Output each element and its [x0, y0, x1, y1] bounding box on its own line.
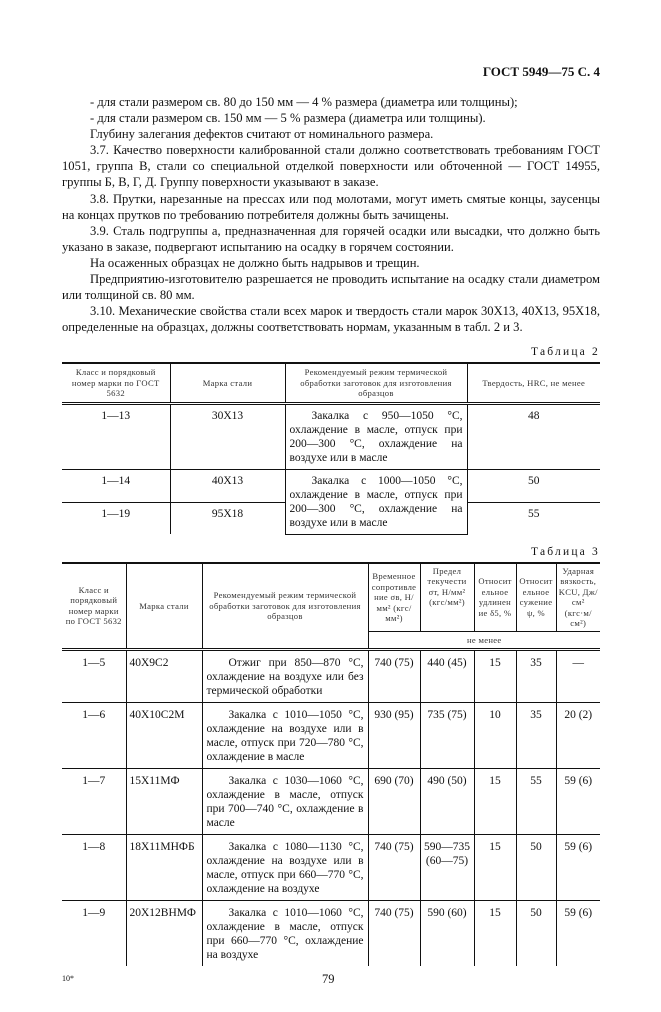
class-cell: 1—7 — [62, 767, 127, 835]
table-row: 1—13 30Х13 Закалка с 950—1050 °С, охлажд… — [62, 402, 600, 470]
table-row: 1—19 95Х18 55 — [62, 501, 600, 535]
body-text: - для стали размером св. 80 до 150 мм — … — [62, 94, 600, 335]
column-header: Марка стали — [125, 562, 203, 650]
grade-cell: 40Х9С2 — [125, 648, 203, 703]
reduction-cell: 50 — [515, 899, 557, 966]
regime-cell: Отжиг при 850—870 °С, охлаждение на возд… — [201, 648, 369, 703]
regime-cell: Закалка с 1080—1130 °С, охлаждение на во… — [201, 833, 369, 901]
paragraph: - для стали размером св. 150 мм — 5 % ра… — [90, 111, 486, 126]
paragraph: Предприятию-изготовителю разрешается не … — [62, 272, 600, 303]
table-row: 1—7 15Х11МФ Закалка с 1030—1060 °С, охла… — [62, 767, 600, 835]
grade-cell: 20Х12ВНМФ — [125, 899, 203, 966]
column-header: Относительное сужение ψ, % — [515, 562, 557, 632]
grade-cell: 95Х18 — [169, 501, 286, 535]
document-header: ГОСТ 5949—75 С. 4 — [482, 64, 600, 79]
column-header: Рекомендуемый режим термической обработк… — [284, 363, 468, 404]
column-header: Класс и порядковый номер марки по ГОСТ 5… — [62, 363, 171, 404]
paragraph: Глубину залегания дефектов считают от но… — [90, 127, 434, 142]
footer-mark: 10* — [62, 973, 74, 983]
regime-cell: Закалка с 1030—1060 °С, охлаждение в мас… — [201, 767, 369, 835]
hardness-cell: 55 — [466, 501, 600, 535]
yield-cell: 735 (75) — [419, 701, 475, 769]
elongation-cell: 15 — [473, 767, 517, 835]
impact-cell: 59 (6) — [555, 899, 600, 966]
class-cell: 1—5 — [62, 648, 127, 703]
column-header: Ударная вязкость, KCU, Дж/см² (кгс·м/см²… — [555, 562, 600, 632]
paragraph: На осаженных образцах не должно быть над… — [90, 255, 420, 270]
impact-cell: 59 (6) — [555, 767, 600, 835]
impact-cell: — — [555, 648, 600, 703]
table2-label: Таблица 2 — [531, 346, 600, 359]
column-header: Временное сопротивление σв, Н/мм² (кгс/м… — [367, 562, 421, 632]
regime-cell: Закалка с 1010—1060 °С, охлаждение в мас… — [201, 899, 369, 966]
table-row: 1—14 40Х13 Закалка с 1000—1050 °С, охлаж… — [62, 468, 600, 535]
elongation-cell: 15 — [473, 648, 517, 703]
tensile-cell: 740 (75) — [367, 899, 421, 966]
grade-cell: 30Х13 — [169, 402, 286, 470]
paragraph: 3.10. Механические свойства стали всех м… — [62, 304, 600, 335]
table-row: 1—8 18Х11МНФБ Закалка с 1080—1130 °С, ох… — [62, 833, 600, 901]
yield-cell: 590—735 (60—75) — [419, 833, 475, 901]
regime-cell: Закалка с 950—1050 °С, охлаждение в масл… — [284, 402, 468, 470]
class-cell: 1—9 — [62, 899, 127, 966]
grade-cell: 18Х11МНФБ — [125, 833, 203, 901]
page-number: 79 — [322, 971, 335, 986]
reduction-cell: 50 — [515, 833, 557, 901]
impact-cell: 20 (2) — [555, 701, 600, 769]
paragraph: 3.9. Сталь подгруппы а, предназначенная … — [62, 223, 600, 254]
reduction-cell: 55 — [515, 767, 557, 835]
column-header: Твердость, HRC, не менее — [466, 363, 600, 404]
yield-cell: 490 (50) — [419, 767, 475, 835]
elongation-cell: 10 — [473, 701, 517, 769]
class-cell: 1—8 — [62, 833, 127, 901]
elongation-cell: 15 — [473, 899, 517, 966]
table-row: 1—9 20Х12ВНМФ Закалка с 1010—1060 °С, ох… — [62, 899, 600, 966]
reduction-cell: 35 — [515, 648, 557, 703]
elongation-cell: 15 — [473, 833, 517, 901]
page-footer: 10* 79 — [62, 972, 600, 992]
paragraph: 3.8. Прутки, нарезанные на прессах или п… — [62, 191, 600, 222]
hardness-cell: 50 — [466, 468, 600, 503]
table-row: 1—5 40Х9С2 Отжиг при 850—870 °С, охлажде… — [62, 648, 600, 703]
reduction-cell: 35 — [515, 701, 557, 769]
regime-cell: Закалка с 1010—1050 °С, охлаждение на во… — [201, 701, 369, 769]
tensile-cell: 690 (70) — [367, 767, 421, 835]
table-2: Класс и порядковый номер марки по ГОСТ 5… — [62, 362, 600, 535]
class-cell: 1—13 — [62, 402, 171, 470]
grade-cell: 40Х10С2М — [125, 701, 203, 769]
impact-cell: 59 (6) — [555, 833, 600, 901]
column-header: Предел текучести σт, Н/мм² (кгс/мм²) — [419, 562, 475, 632]
table3-label: Таблица 3 — [531, 545, 600, 558]
hardness-cell: 48 — [466, 402, 600, 470]
paragraph: - для стали размером св. 80 до 150 мм — … — [90, 95, 518, 109]
paragraph: 3.7. Качество поверхности калиброванной … — [62, 143, 600, 190]
column-header: Относительное удлинение δ5, % — [473, 562, 517, 632]
column-header: Марка стали — [169, 363, 286, 404]
table-3: Класс и порядковый номер марки по ГОСТ 5… — [62, 562, 600, 966]
tensile-cell: 740 (75) — [367, 648, 421, 703]
class-cell: 1—14 — [62, 468, 171, 503]
tensile-cell: 740 (75) — [367, 833, 421, 901]
grade-cell: 40Х13 — [169, 468, 286, 503]
yield-cell: 590 (60) — [419, 899, 475, 966]
class-cell: 1—6 — [62, 701, 127, 769]
column-header: Рекомендуемый режим термической обработк… — [201, 562, 369, 650]
subheader-not-less: не менее — [368, 630, 600, 650]
column-header: Класс и порядковый номер марки по ГОСТ 5… — [62, 562, 127, 650]
class-cell: 1—19 — [62, 501, 171, 535]
regime-cell: Закалка с 1000—1050 °С, охлаждение в мас… — [284, 468, 468, 535]
tensile-cell: 930 (95) — [367, 701, 421, 769]
grade-cell: 15Х11МФ — [125, 767, 203, 835]
yield-cell: 440 (45) — [419, 648, 475, 703]
table-row: 1—6 40Х10С2М Закалка с 1010—1050 °С, охл… — [62, 701, 600, 769]
